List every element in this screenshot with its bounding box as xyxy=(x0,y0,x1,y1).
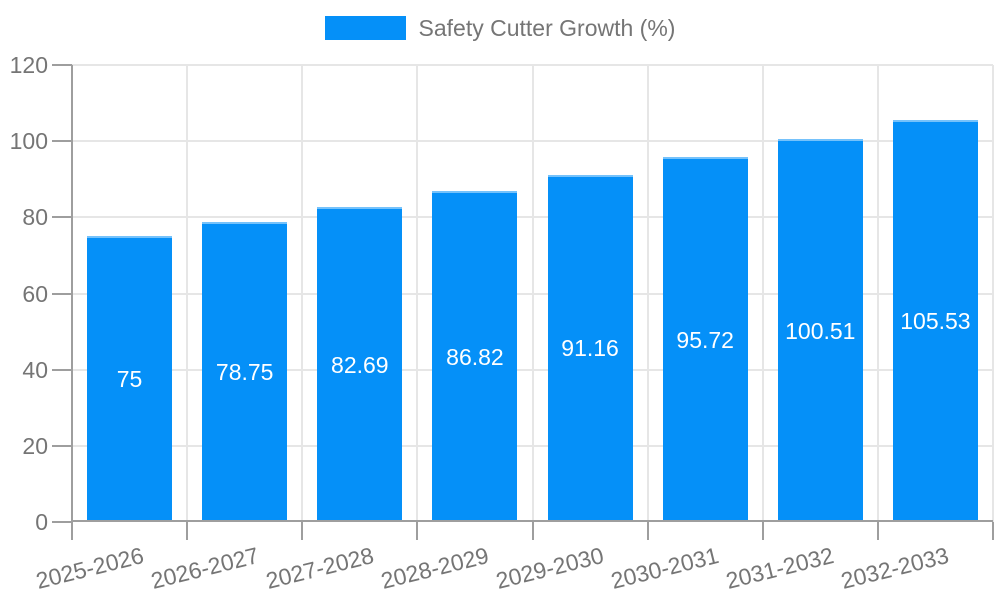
bar-value-label: 82.69 xyxy=(331,351,389,378)
bar-value-label: 100.51 xyxy=(785,317,856,344)
x-axis-tick xyxy=(186,522,189,540)
gridline-v xyxy=(646,65,649,522)
x-axis-line xyxy=(72,520,993,522)
legend-swatch xyxy=(324,16,406,40)
bar-value-label: 78.75 xyxy=(215,359,274,386)
bar-value-label: 91.16 xyxy=(561,335,619,362)
bar[interactable] xyxy=(202,222,288,522)
y-axis-tick xyxy=(52,64,72,66)
y-axis-tick-label: 40 xyxy=(22,356,48,383)
y-axis-tick-label: 20 xyxy=(22,432,48,459)
y-axis-tick-label: 120 xyxy=(9,52,48,78)
bar[interactable] xyxy=(777,139,863,522)
x-axis-tick-label: 2029-2030 xyxy=(493,542,607,594)
y-axis-tick xyxy=(52,140,72,143)
legend-item[interactable]: Safety Cutter Growth (%) xyxy=(324,14,676,42)
bar-value-label: 105.53 xyxy=(900,308,971,335)
bar[interactable] xyxy=(432,191,518,522)
gridline-v xyxy=(301,65,304,522)
x-axis-tick-label: 2026-2027 xyxy=(147,542,261,594)
bar-value-label: 86.82 xyxy=(446,343,504,370)
x-axis-tick xyxy=(646,522,649,540)
plot-area: 0 20 40 60 80 100 120 75 78.75 82.69 86.82 91.16 95.… xyxy=(10,52,994,594)
y-axis-tick-label: 0 xyxy=(35,509,48,535)
x-axis-tick-label: 2030-2031 xyxy=(608,542,722,594)
bar[interactable] xyxy=(547,174,633,522)
gridline-v xyxy=(992,65,994,522)
x-axis-tick xyxy=(876,522,879,540)
y-axis-tick-label: 60 xyxy=(22,280,48,307)
bar-value-label: 95.72 xyxy=(676,326,734,353)
x-axis-tick xyxy=(761,522,764,540)
x-axis-tick xyxy=(301,522,304,540)
bar[interactable] xyxy=(662,157,748,522)
x-axis-tick-label: 2025-2026 xyxy=(32,542,146,594)
bar[interactable] xyxy=(317,207,403,522)
gridline-v xyxy=(416,65,419,522)
x-axis-tick xyxy=(531,522,534,540)
x-axis-tick xyxy=(416,522,419,540)
gridline-v xyxy=(531,65,534,522)
x-axis-tick xyxy=(71,522,73,540)
gridline-v xyxy=(876,65,879,522)
x-axis-tick-label: 2028-2029 xyxy=(378,542,492,594)
bar[interactable] xyxy=(87,236,173,522)
y-axis-line xyxy=(71,65,73,522)
y-axis-tick xyxy=(52,444,72,447)
y-axis-tick xyxy=(52,216,72,219)
x-axis-tick-label: 2027-2028 xyxy=(263,542,377,594)
x-axis-tick-label: 2032-2033 xyxy=(838,542,952,594)
gridline-v xyxy=(761,65,764,522)
y-axis-tick xyxy=(52,368,72,371)
x-axis-tick xyxy=(992,522,994,540)
y-axis-tick-label: 80 xyxy=(22,204,48,231)
legend: Safety Cutter Growth (%) xyxy=(0,13,1000,43)
y-axis-tick xyxy=(52,521,72,523)
y-axis-tick-label: 100 xyxy=(9,128,48,155)
y-axis-tick xyxy=(52,292,72,295)
legend-label: Safety Cutter Growth (%) xyxy=(418,14,676,41)
gridline-v xyxy=(186,65,189,522)
x-axis-tick-label: 2031-2032 xyxy=(723,542,837,594)
bar[interactable] xyxy=(892,120,978,522)
bar-value-label: 75 xyxy=(116,366,143,393)
